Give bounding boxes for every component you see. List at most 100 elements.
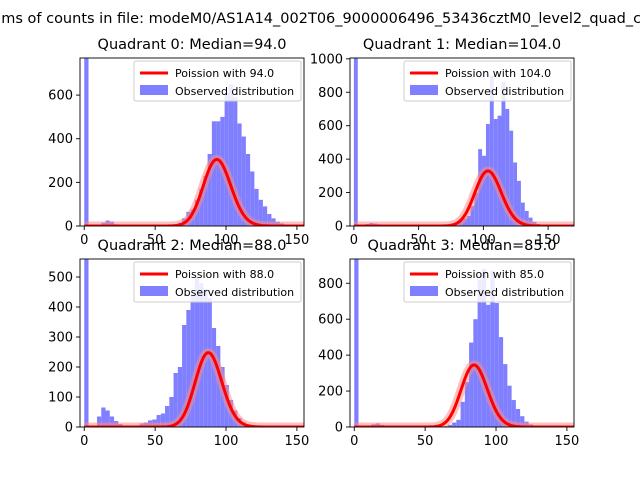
x-tick-label: 150	[536, 233, 561, 248]
y-tick-label: 600	[318, 119, 343, 134]
quadrant-panel-2: 0 50 100 150 0 100 200 300 400 500 Quadrant 2: Med…	[48, 238, 309, 449]
histogram-bar	[211, 121, 217, 226]
legend-hist-label: Observed distribution	[445, 286, 564, 299]
axes-frame	[349, 258, 575, 428]
histogram-bar	[520, 416, 525, 427]
histogram-bar	[203, 175, 208, 226]
histogram-bar	[456, 419, 461, 427]
legend: Poission with 104.0 Observed distribution	[403, 60, 572, 102]
x-tick-label: 0	[80, 434, 88, 449]
legend-hist-label: Observed distribution	[175, 286, 294, 299]
histogram-bar	[101, 407, 106, 427]
y-tick-label: 300	[48, 331, 73, 346]
legend: Poission with 94.0 Observed distribution	[133, 60, 302, 102]
legend-poisson-label: Poission with 88.0	[175, 268, 274, 281]
histogram-bar	[354, 259, 359, 427]
x-tick-label: 0	[80, 233, 88, 248]
histogram-bar	[199, 188, 204, 226]
histogram-bar	[486, 304, 491, 427]
histogram-bar	[84, 58, 89, 226]
y-tick-label: 600	[318, 313, 343, 328]
y-tick-label: 200	[318, 186, 343, 201]
histogram-bar	[109, 416, 115, 427]
legend-box	[403, 261, 572, 303]
histogram-bar	[160, 413, 166, 427]
histogram-bar	[186, 310, 191, 427]
subplot-title: Quadrant 0: Median=94.0	[98, 37, 287, 53]
axes-frame	[79, 57, 305, 227]
histogram-bar	[473, 319, 478, 427]
legend: Poission with 88.0 Observed distribution	[133, 261, 302, 303]
y-tick-label: 200	[48, 176, 73, 191]
y-tick-label: 200	[318, 385, 343, 400]
y-tick-label: 100	[48, 391, 73, 406]
histogram-bar	[517, 180, 521, 226]
histogram-bar	[262, 206, 268, 226]
histogram-bar	[482, 155, 486, 226]
histogram-bar	[207, 298, 212, 427]
legend-hist-label: Observed distribution	[175, 85, 294, 98]
histogram-bar	[503, 364, 508, 427]
x-tick-label: 50	[147, 233, 164, 248]
histogram-bar	[105, 410, 110, 427]
quadrant-panel-1: 0 50 100 150 0 200 400 600 800 1000 Quadrant 1: Me…	[310, 37, 575, 248]
histogram-bar	[501, 82, 506, 226]
x-tick-label: 100	[214, 434, 239, 449]
histogram-bar	[466, 215, 471, 226]
histogram-bar	[169, 397, 174, 427]
axes-frame	[349, 57, 575, 227]
legend-box	[133, 60, 302, 102]
x-tick-label: 150	[284, 233, 309, 248]
histogram-bar	[254, 188, 259, 226]
legend-hist-swatch	[140, 85, 168, 95]
histogram-bar	[481, 268, 487, 427]
quadrant-panel-0: 0 50 100 150 0 200 400 600 Quadrant 0: Median=94…	[48, 37, 309, 248]
histogram-bar	[477, 279, 482, 427]
histogram-bar	[207, 154, 212, 226]
y-tick-label: 400	[48, 301, 73, 316]
axes-frame	[79, 258, 305, 428]
histogram-bar	[250, 171, 255, 226]
figure-suptitle: Histograms of counts in file: modeM0/AS1…	[0, 11, 640, 27]
poisson-curve-group	[350, 166, 574, 226]
subplot-title: Quadrant 1: Median=104.0	[363, 37, 561, 53]
x-tick-label: 150	[554, 434, 579, 449]
histogram-bar	[464, 382, 470, 427]
histogram-bar	[474, 192, 479, 226]
y-tick-label: 1000	[310, 52, 343, 67]
legend-poisson-label: Poission with 85.0	[445, 268, 544, 281]
poisson-curve	[353, 169, 574, 226]
histogram-bar	[258, 199, 263, 226]
x-tick-label: 100	[214, 233, 239, 248]
x-tick-label: 150	[284, 434, 309, 449]
histogram-bar	[524, 210, 529, 226]
histogram-bar	[497, 115, 502, 226]
quadrant-panel-3: 0 50 100 150 0 200 400 600 800 Quadrant 3: Median…	[318, 238, 579, 449]
legend-box	[403, 60, 572, 102]
panels: 0 50 100 150 0 200 400 600 Quadrant 0: Median=94…	[48, 37, 579, 449]
y-tick-label: 400	[318, 349, 343, 364]
x-tick-label: 100	[471, 233, 496, 248]
legend-hist-swatch	[410, 286, 438, 296]
histogram-bar	[97, 416, 102, 427]
histogram-bar	[233, 97, 238, 226]
y-tick-label: 400	[318, 153, 343, 168]
histogram-bar	[173, 373, 178, 427]
histogram-bar	[505, 108, 510, 226]
legend: Poission with 85.0 Observed distribution	[403, 261, 572, 303]
histogram-bar	[177, 367, 183, 427]
legend-hist-label: Observed distribution	[445, 85, 564, 98]
y-tick-label: 500	[48, 271, 73, 286]
y-tick-label: 800	[318, 277, 343, 292]
y-tick-label: 0	[335, 220, 343, 235]
histogram-bar	[509, 130, 514, 226]
x-tick-label: 0	[350, 233, 358, 248]
legend-hist-swatch	[140, 286, 168, 296]
histogram-bar	[511, 400, 516, 427]
histogram-bar	[447, 424, 453, 427]
histogram-bar	[470, 205, 475, 226]
histogram-bar	[165, 406, 170, 427]
histogram-bar	[194, 277, 200, 427]
legend-poisson-label: Poission with 94.0	[175, 67, 274, 80]
histogram-bar	[520, 202, 525, 226]
